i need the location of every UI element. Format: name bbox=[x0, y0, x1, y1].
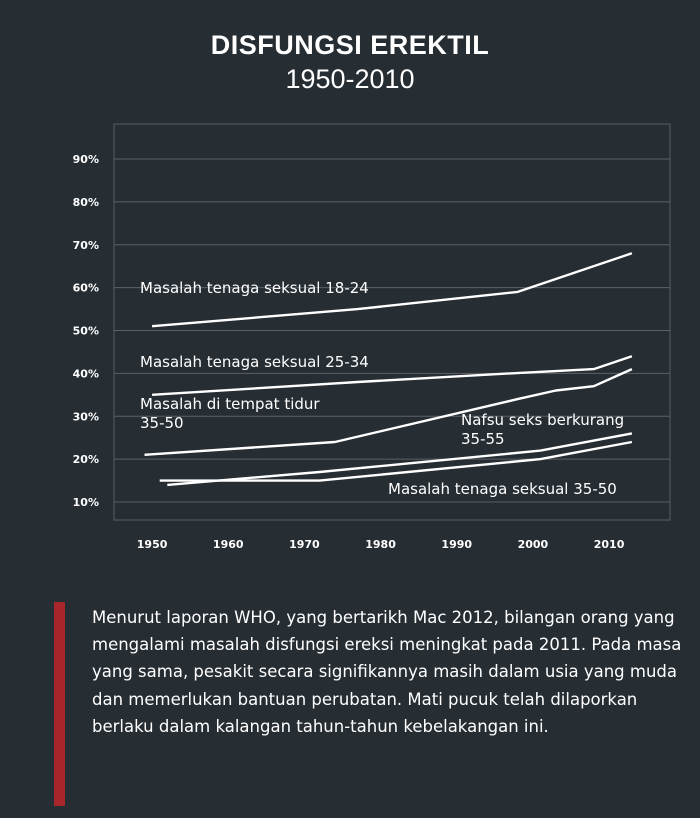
x-tick-label: 1990 bbox=[441, 538, 472, 551]
y-tick-label: 40% bbox=[73, 367, 99, 380]
plot-frame bbox=[113, 123, 671, 521]
y-tick-label: 70% bbox=[73, 239, 99, 252]
y-tick-label: 30% bbox=[73, 410, 99, 423]
x-tick-label: 1980 bbox=[365, 538, 396, 551]
series-label-3: 35-50 bbox=[140, 414, 184, 432]
series-line-5 bbox=[159, 440, 633, 482]
chart-title: DISFUNGSI EREKTIL bbox=[210, 30, 490, 60]
series-line-4 bbox=[167, 432, 633, 487]
y-tick-label: 10% bbox=[73, 496, 99, 509]
series-line-2 bbox=[152, 355, 633, 396]
series-label-1: Masalah tenaga seksual 18-24 bbox=[140, 279, 369, 297]
y-tick-label: 90% bbox=[73, 153, 99, 166]
line-chart: 10% 20% 30% 40% 50% 60% 70% 80% 90% 1950 1960 1970… bbox=[73, 123, 671, 551]
note-accent-bar bbox=[54, 602, 65, 806]
x-tick-label: 1970 bbox=[289, 538, 320, 551]
x-tick-label: 1950 bbox=[137, 538, 168, 551]
x-tick-label: 2000 bbox=[518, 538, 549, 551]
y-tick-label: 50% bbox=[73, 325, 99, 338]
series-label-5: Masalah tenaga seksual 35-50 bbox=[388, 480, 617, 498]
series-label-2: Masalah tenaga seksual 25-34 bbox=[140, 353, 369, 371]
series-line-3 bbox=[144, 368, 633, 456]
y-tick-label: 80% bbox=[73, 196, 99, 209]
x-tick-label: 1960 bbox=[213, 538, 244, 551]
series-line-1 bbox=[152, 252, 633, 328]
chart-subtitle: 1950-2010 bbox=[285, 64, 415, 94]
y-tick-label: 60% bbox=[73, 282, 99, 295]
x-tick-label: 2010 bbox=[594, 538, 625, 551]
series-label-3: Masalah di tempat tidur bbox=[140, 395, 320, 413]
note-paragraph: Menurut laporan WHO, yang bertarikh Mac … bbox=[92, 608, 682, 736]
series-label-4: 35-55 bbox=[461, 430, 505, 448]
series-label-4: Nafsu seks berkurang bbox=[461, 411, 624, 429]
y-tick-label: 20% bbox=[73, 453, 99, 466]
